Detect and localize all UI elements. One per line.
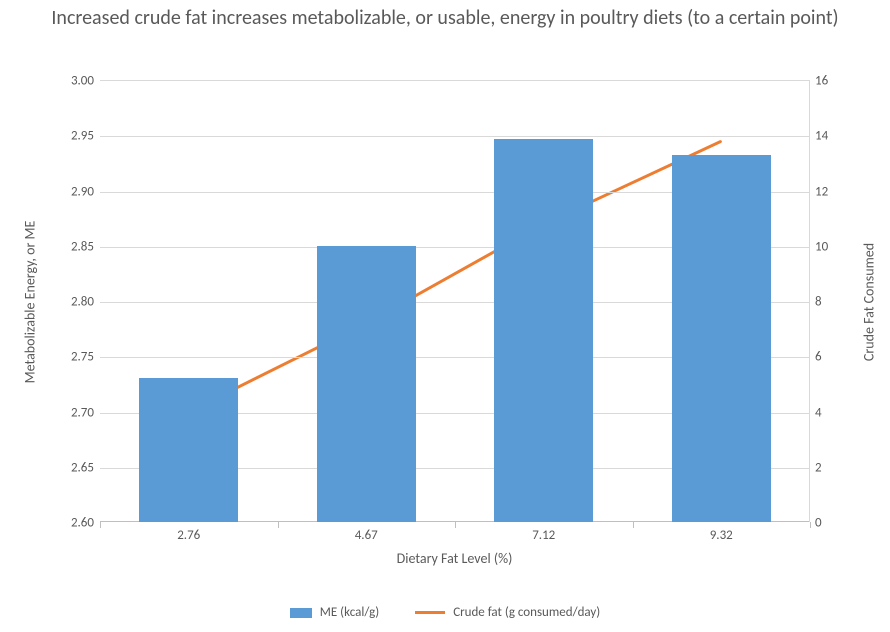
y-right-tick-label: 14 xyxy=(809,129,828,144)
x-tick xyxy=(100,522,101,528)
x-category-label: 2.76 xyxy=(177,522,200,543)
y-left-tick-label: 2.85 xyxy=(71,239,100,254)
y-left-tick-label: 2.75 xyxy=(71,350,100,365)
y-left-tick-label: 2.60 xyxy=(71,516,100,531)
legend-item-line: Crude fat (g consumed/day) xyxy=(415,605,600,620)
y-left-tick-label: 3.00 xyxy=(71,74,100,89)
y-left-tick-label: 2.70 xyxy=(71,405,100,420)
y-right-tick-label: 10 xyxy=(809,239,828,254)
x-tick xyxy=(455,522,456,528)
y-right-tick-label: 6 xyxy=(809,350,822,365)
y-left-tick-label: 2.95 xyxy=(71,129,100,144)
x-tick xyxy=(278,522,279,528)
y-axis-left-title: Metabolizable Energy, or ME xyxy=(22,220,39,383)
y-left-tick-label: 2.90 xyxy=(71,184,100,199)
legend-item-bar: ME (kcal/g) xyxy=(290,605,379,620)
chart-title: Increased crude fat increases metaboliza… xyxy=(0,6,890,31)
chart-container: Increased crude fat increases metaboliza… xyxy=(0,0,890,632)
y-left-tick-label: 2.65 xyxy=(71,460,100,475)
bar xyxy=(139,378,238,522)
legend-swatch-bar xyxy=(290,608,312,618)
legend-label-bar: ME (kcal/g) xyxy=(320,605,379,620)
y-right-tick-label: 16 xyxy=(809,74,828,89)
gridline xyxy=(100,136,809,137)
plot-area: Dietary Fat Level (%) Metabolizable Ener… xyxy=(100,80,810,522)
x-category-label: 9.32 xyxy=(710,522,733,543)
x-category-label: 4.67 xyxy=(355,522,378,543)
bar xyxy=(494,139,593,522)
y-right-tick-label: 12 xyxy=(809,184,828,199)
legend: ME (kcal/g) Crude fat (g consumed/day) xyxy=(0,605,890,620)
y-right-tick-label: 8 xyxy=(809,295,822,310)
y-left-tick-label: 2.80 xyxy=(71,295,100,310)
y-right-tick-label: 2 xyxy=(809,460,822,475)
bar xyxy=(317,246,416,522)
legend-swatch-line xyxy=(415,611,445,614)
x-axis-title: Dietary Fat Level (%) xyxy=(100,550,809,567)
bar xyxy=(672,155,771,522)
y-axis-right-title: Crude Fat Consumed xyxy=(861,242,878,360)
legend-label-line: Crude fat (g consumed/day) xyxy=(453,605,600,620)
line-series xyxy=(189,142,721,412)
x-tick xyxy=(810,522,811,528)
y-right-tick-label: 4 xyxy=(809,405,822,420)
x-tick xyxy=(633,522,634,528)
x-category-label: 7.12 xyxy=(532,522,555,543)
